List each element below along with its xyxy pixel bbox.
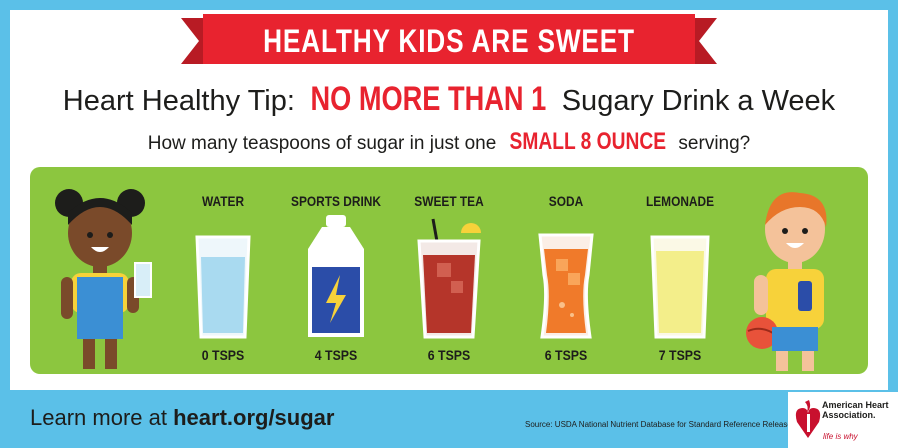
heart-torch-icon — [795, 400, 821, 438]
drink-label: WATER — [201, 193, 245, 209]
drink-water: WATER 0 TSPS — [163, 167, 283, 374]
drink-amount: 6 TSPS — [544, 347, 588, 363]
question-suffix: serving? — [678, 133, 751, 154]
question-prefix: How many teaspoons of sugar in just one — [147, 133, 497, 154]
drink-sweet-tea: SWEET TEA 6 TSPS — [389, 167, 509, 374]
tip-suffix: Sugary Drink a Week — [561, 85, 836, 117]
sports-drink-bottle-icon — [308, 215, 364, 337]
drink-label: SWEET TEA — [414, 193, 484, 209]
drinks-panel: WATER 0 TSPS SPORTS DRINK 4 TSPS SWEET T… — [30, 167, 868, 374]
title-banner — [181, 14, 717, 64]
drink-label: SODA — [548, 193, 584, 209]
footer-bar — [0, 390, 898, 448]
lemonade-glass-icon — [650, 235, 710, 339]
drink-label: SPORTS DRINK — [291, 193, 381, 209]
drink-lemonade: LEMONADE 7 TSPS — [620, 167, 740, 374]
tip-highlight: NO MORE THAN 1 — [310, 80, 547, 118]
aha-logo-text: American Heart Association. — [822, 400, 889, 420]
sugar-question: How many teaspoons of sugar in just one … — [0, 128, 898, 156]
learn-more-link[interactable]: heart.org/sugar — [173, 405, 335, 430]
learn-prefix: Learn more at — [30, 405, 167, 430]
heart-healthy-tip: Heart Healthy Tip: NO MORE THAN 1 Sugary… — [0, 80, 898, 119]
question-highlight: SMALL 8 OUNCE — [509, 128, 666, 155]
aha-tagline: life is why — [823, 432, 858, 441]
drink-amount: 7 TSPS — [658, 347, 702, 363]
source-citation: Source: USDA National Nutrient Database … — [525, 420, 803, 429]
drink-label: LEMONADE — [645, 193, 715, 209]
girl-with-water-icon — [55, 189, 152, 369]
drink-amount: 4 TSPS — [314, 347, 358, 363]
learn-more-text: Learn more at heart.org/sugar — [30, 405, 334, 431]
drink-soda: SODA 6 TSPS — [506, 167, 626, 374]
boy-with-drink-icon — [746, 192, 827, 371]
tip-prefix: Heart Healthy Tip: — [62, 85, 295, 117]
water-glass-icon — [195, 235, 251, 339]
drink-amount: 6 TSPS — [427, 347, 471, 363]
sweet-tea-glass-icon — [417, 218, 481, 339]
drink-amount: 0 TSPS — [201, 347, 245, 363]
soda-glass-icon — [538, 233, 594, 339]
banner-title: HEALTHY KIDS ARE SWEET ENOUGH — [263, 23, 635, 113]
drink-sports-drink: SPORTS DRINK 4 TSPS — [276, 167, 396, 374]
